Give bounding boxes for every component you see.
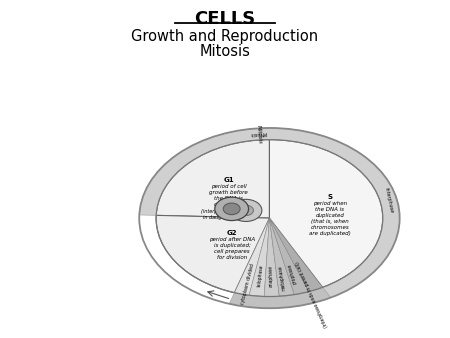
Text: (interphase begins
in daughter cells): (interphase begins in daughter cells) — [201, 209, 247, 220]
Wedge shape — [156, 215, 270, 293]
Circle shape — [238, 205, 253, 216]
Text: S: S — [328, 194, 333, 200]
Text: anaphase: anaphase — [268, 265, 274, 287]
Wedge shape — [264, 218, 279, 296]
Text: period when
the DNA is
duplicated
(that is, when
chromosomes
are duplicated): period when the DNA is duplicated (that … — [309, 201, 351, 236]
Text: Mitosis: Mitosis — [250, 130, 267, 137]
Text: G1: G1 — [223, 177, 234, 183]
Circle shape — [223, 203, 240, 215]
Text: period after DNA
is duplicated;
cell prepares
for division: period after DNA is duplicated; cell pre… — [209, 237, 255, 260]
Circle shape — [230, 199, 262, 221]
Text: (interphase ends in parent cell): (interphase ends in parent cell) — [295, 260, 329, 328]
Text: telophase: telophase — [256, 265, 264, 288]
Wedge shape — [270, 140, 383, 287]
Text: G2: G2 — [227, 230, 238, 236]
Wedge shape — [140, 128, 400, 298]
Wedge shape — [156, 140, 270, 218]
Text: prophase: prophase — [286, 263, 297, 284]
Text: CELLS: CELLS — [194, 10, 256, 28]
Wedge shape — [234, 218, 270, 295]
Text: Mitosis: Mitosis — [256, 124, 262, 144]
Wedge shape — [249, 218, 270, 296]
Wedge shape — [270, 218, 294, 296]
Text: Interphase: Interphase — [384, 187, 395, 214]
Text: Growth and Reproduction: Growth and Reproduction — [131, 29, 319, 44]
Wedge shape — [229, 287, 331, 308]
Text: metaphase: metaphase — [277, 264, 286, 290]
Wedge shape — [270, 218, 309, 295]
Text: Mitosis: Mitosis — [199, 44, 251, 59]
Circle shape — [215, 197, 248, 221]
Wedge shape — [270, 218, 323, 292]
Text: cytoplasm divided: cytoplasm divided — [240, 263, 255, 305]
Text: period of cell
growth before
the DNA is
duplicated: period of cell growth before the DNA is … — [209, 185, 248, 208]
